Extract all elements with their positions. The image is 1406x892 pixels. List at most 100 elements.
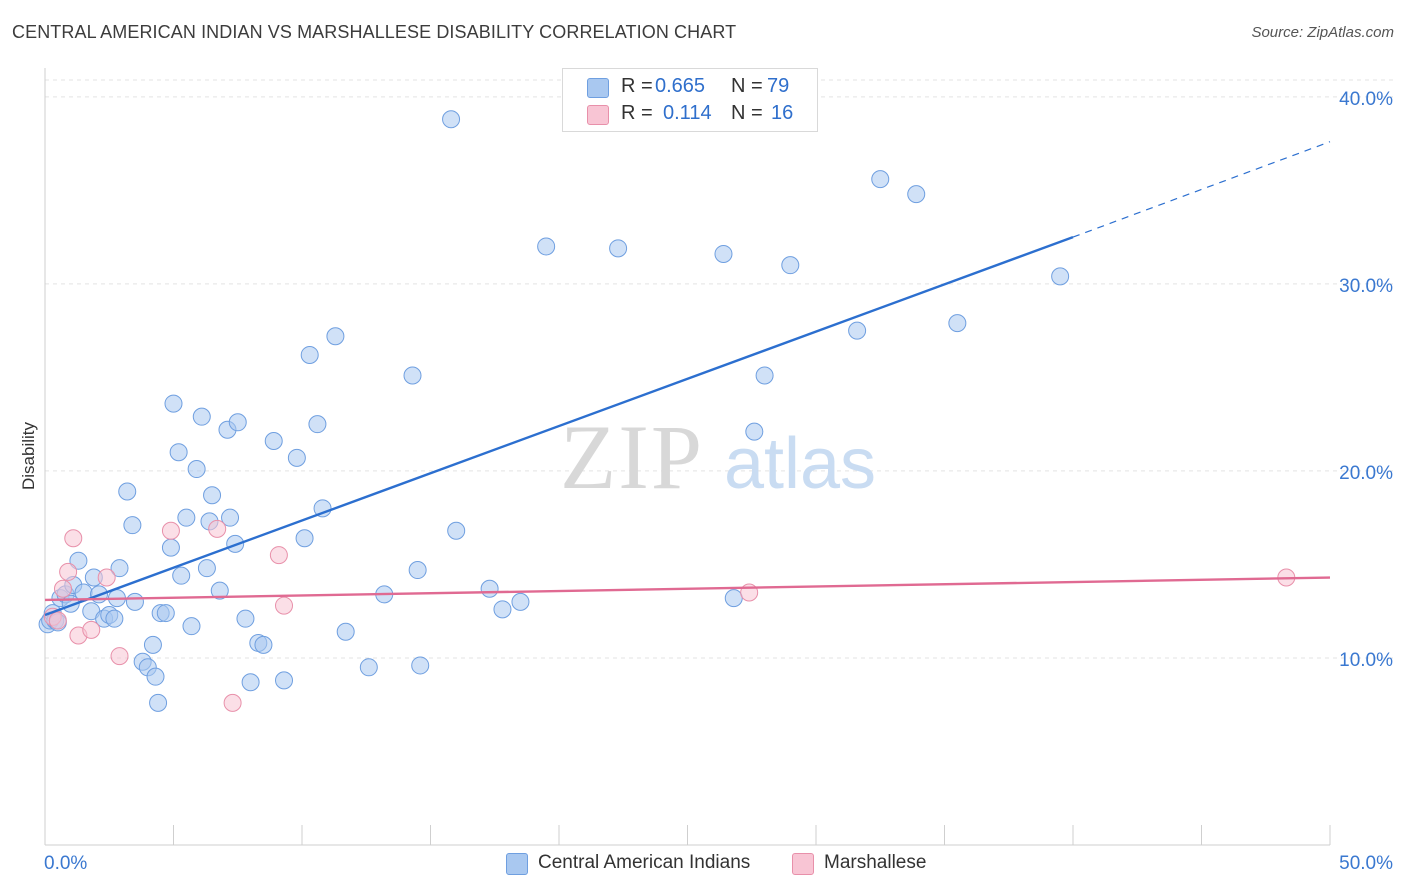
point-central-american-indians (146, 667, 165, 686)
point-marshallese (269, 546, 288, 565)
trendline-marshallese (44, 576, 1331, 602)
legend-swatch-blue (587, 78, 609, 98)
point-central-american-indians (336, 622, 355, 641)
point-central-american-indians (254, 635, 273, 654)
legend-n-value: 79 (767, 75, 790, 97)
point-central-american-indians (264, 431, 283, 450)
legend-n-label: N = (731, 75, 763, 97)
point-central-american-indians (125, 592, 144, 611)
point-central-american-indians (275, 671, 294, 690)
point-central-american-indians (408, 561, 427, 580)
point-central-american-indians (848, 321, 867, 340)
point-central-american-indians (287, 448, 306, 467)
point-central-american-indians (442, 110, 461, 129)
points-layer (38, 110, 1296, 712)
y-tick-label: 20.0% (1339, 463, 1393, 484)
point-central-american-indians (149, 693, 168, 712)
point-central-american-indians (161, 538, 180, 557)
point-central-american-indians (221, 508, 240, 527)
legend-r-value: 0.114 (663, 102, 712, 124)
y-axis-label: Disability (19, 421, 38, 490)
point-central-american-indians (308, 415, 327, 434)
point-central-american-indians (537, 237, 556, 256)
bottom-legend-swatch-blue (506, 853, 528, 875)
trend-layer (44, 141, 1331, 617)
legend-swatch-pink (587, 105, 609, 125)
point-central-american-indians (143, 635, 162, 654)
legend-n-value: 16 (771, 102, 794, 124)
legend-r-value: 0.665 (655, 75, 706, 97)
y-tick-label: 30.0% (1339, 276, 1393, 297)
point-central-american-indians (210, 581, 229, 600)
point-marshallese (59, 562, 78, 581)
x-tick-label: 0.0% (44, 853, 87, 874)
y-tick-label: 40.0% (1339, 89, 1393, 110)
point-marshallese (275, 596, 294, 615)
point-marshallese (223, 693, 242, 712)
point-central-american-indians (228, 413, 247, 432)
point-central-american-indians (172, 566, 191, 585)
point-central-american-indians (192, 407, 211, 426)
point-central-american-indians (241, 673, 260, 692)
legend-r-label: R = (621, 75, 653, 97)
point-central-american-indians (295, 529, 314, 548)
point-central-american-indians (1051, 267, 1070, 286)
watermark: ZIP atlas (560, 406, 876, 508)
point-central-american-indians (907, 185, 926, 204)
point-central-american-indians (197, 559, 216, 578)
point-central-american-indians (203, 486, 222, 505)
legend-n-label: N = (731, 102, 763, 124)
point-marshallese (48, 611, 67, 630)
point-central-american-indians (177, 508, 196, 527)
point-central-american-indians (156, 604, 175, 623)
point-marshallese (64, 529, 83, 548)
point-central-american-indians (236, 609, 255, 628)
trendline-central-american-indians (44, 235, 1074, 617)
point-central-american-indians (326, 327, 345, 346)
point-central-american-indians (187, 460, 206, 479)
point-marshallese (53, 579, 72, 598)
point-central-american-indians (403, 366, 422, 385)
chart-title: CENTRAL AMERICAN INDIAN VS MARSHALLESE D… (12, 22, 737, 42)
point-central-american-indians (105, 609, 124, 628)
x-tick-label: 50.0% (1339, 853, 1393, 874)
point-marshallese (82, 620, 101, 639)
point-central-american-indians (182, 617, 201, 636)
grid-layer (45, 79, 1395, 659)
label-layer: 10.0% 20.0% 30.0% 40.0% 0.0% 50.0% Disability (19, 89, 1393, 874)
source-label: Source: ZipAtlas.com (1251, 24, 1394, 41)
point-central-american-indians (447, 521, 466, 540)
point-central-american-indians (411, 656, 430, 675)
y-tick-label: 10.0% (1339, 650, 1393, 671)
point-central-american-indians (123, 516, 142, 535)
point-central-american-indians (609, 239, 628, 258)
point-central-american-indians (164, 394, 183, 413)
point-marshallese (97, 568, 116, 587)
watermark-zip: ZIP (560, 406, 704, 508)
point-central-american-indians (480, 579, 499, 598)
point-central-american-indians (511, 592, 530, 611)
point-central-american-indians (69, 551, 88, 570)
legend-r-label: R = (621, 102, 653, 124)
point-central-american-indians (871, 170, 890, 189)
point-marshallese (161, 521, 180, 540)
point-central-american-indians (110, 559, 129, 578)
point-marshallese (110, 647, 129, 666)
trendline-extension-central-american-indians (1072, 141, 1331, 238)
axis-layer (44, 68, 1331, 846)
bottom-legend-label: Central American Indians (538, 852, 751, 873)
bottom-legend-swatch-pink (792, 853, 814, 875)
point-marshallese (208, 519, 227, 538)
point-central-american-indians (781, 256, 800, 275)
point-central-american-indians (724, 589, 743, 608)
point-central-american-indians (745, 422, 764, 441)
point-central-american-indians (300, 345, 319, 364)
point-central-american-indians (118, 482, 137, 501)
point-central-american-indians (755, 366, 774, 385)
point-central-american-indians (714, 244, 733, 263)
point-central-american-indians (948, 314, 967, 333)
point-central-american-indians (493, 600, 512, 619)
stats-legend: R = 0.665 N = 79 R = 0.114 N = 16 (562, 68, 818, 132)
point-central-american-indians (169, 443, 188, 462)
